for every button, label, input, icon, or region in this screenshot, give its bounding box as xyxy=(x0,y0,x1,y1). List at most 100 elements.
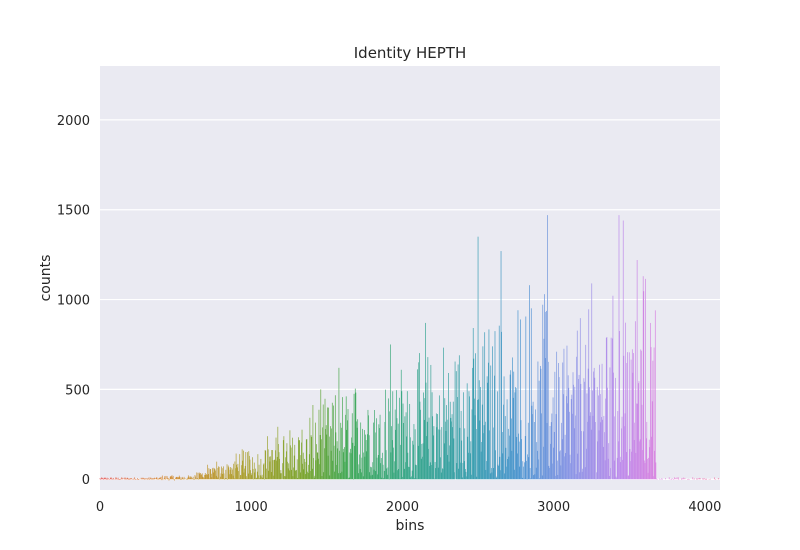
bar xyxy=(409,437,411,480)
bar xyxy=(508,456,510,480)
bar xyxy=(708,479,710,480)
bar xyxy=(437,467,439,480)
bar xyxy=(192,476,194,480)
bar xyxy=(636,260,638,480)
bar xyxy=(692,477,694,480)
bar xyxy=(253,462,255,480)
bar xyxy=(517,453,518,480)
bar xyxy=(132,478,134,480)
bar xyxy=(465,471,467,480)
bar xyxy=(115,477,117,480)
bar xyxy=(322,427,323,480)
bar xyxy=(109,479,111,480)
bar xyxy=(177,477,179,480)
bar xyxy=(631,451,633,480)
bar xyxy=(317,452,319,480)
bar xyxy=(671,478,673,480)
bar xyxy=(631,349,633,480)
bar xyxy=(405,412,407,480)
bar xyxy=(195,478,197,480)
bar xyxy=(497,391,498,480)
bar xyxy=(281,473,282,480)
bar xyxy=(422,456,423,480)
bar xyxy=(248,451,250,480)
bar xyxy=(632,372,634,480)
bar xyxy=(699,477,700,480)
bar xyxy=(126,478,127,480)
bar xyxy=(267,436,268,480)
bar xyxy=(434,461,436,480)
bar xyxy=(104,477,106,480)
bar xyxy=(417,369,418,480)
bar xyxy=(469,453,471,480)
bar xyxy=(328,436,330,480)
bar xyxy=(263,463,265,480)
bar xyxy=(525,316,527,480)
bar xyxy=(706,478,708,480)
bar xyxy=(500,251,502,480)
bar xyxy=(221,468,223,480)
x-tick-label: 4000 xyxy=(688,500,721,515)
bar xyxy=(305,439,307,480)
bar xyxy=(662,478,663,480)
bar xyxy=(389,344,391,480)
bar xyxy=(511,450,513,480)
bar xyxy=(491,472,493,480)
bar xyxy=(579,472,581,480)
bar xyxy=(522,461,524,480)
bar xyxy=(596,386,598,480)
bar xyxy=(556,351,558,480)
bar xyxy=(154,477,155,480)
bar xyxy=(273,475,274,480)
bar xyxy=(441,427,443,480)
bar xyxy=(569,411,570,480)
bar xyxy=(492,346,493,480)
bar xyxy=(611,338,613,480)
bar xyxy=(440,457,441,480)
bar xyxy=(152,478,154,480)
bar xyxy=(360,472,362,480)
bar xyxy=(275,450,276,480)
bar xyxy=(457,364,459,480)
bar xyxy=(371,467,372,480)
bar xyxy=(417,445,419,480)
bar xyxy=(458,355,460,480)
bar xyxy=(442,468,443,480)
bar xyxy=(493,468,495,480)
bar xyxy=(283,436,285,480)
bar xyxy=(202,476,204,480)
bar xyxy=(397,423,399,480)
bar xyxy=(329,475,331,480)
bar xyxy=(367,409,369,480)
bar xyxy=(359,454,360,480)
bar xyxy=(356,427,358,480)
bar xyxy=(137,478,138,480)
bar xyxy=(489,430,490,480)
bar xyxy=(337,473,339,480)
bar xyxy=(502,453,504,480)
bar xyxy=(220,473,222,480)
bar xyxy=(416,465,417,480)
bar xyxy=(624,413,626,480)
bar xyxy=(194,475,196,480)
bar xyxy=(429,465,431,480)
bar xyxy=(125,477,126,480)
bar xyxy=(128,479,129,480)
bar xyxy=(548,465,550,480)
bar xyxy=(524,462,525,480)
bar xyxy=(518,433,519,480)
bar xyxy=(528,457,530,480)
bar xyxy=(624,426,625,480)
bar xyxy=(505,447,507,480)
bar xyxy=(173,478,175,480)
bar xyxy=(623,355,625,480)
bar xyxy=(450,417,452,480)
bar xyxy=(494,331,496,480)
bar xyxy=(366,451,368,480)
bar xyxy=(555,475,556,480)
bar xyxy=(677,477,679,480)
bar xyxy=(308,454,310,480)
bar xyxy=(143,478,144,480)
bar xyxy=(390,452,392,480)
bar xyxy=(586,393,588,480)
